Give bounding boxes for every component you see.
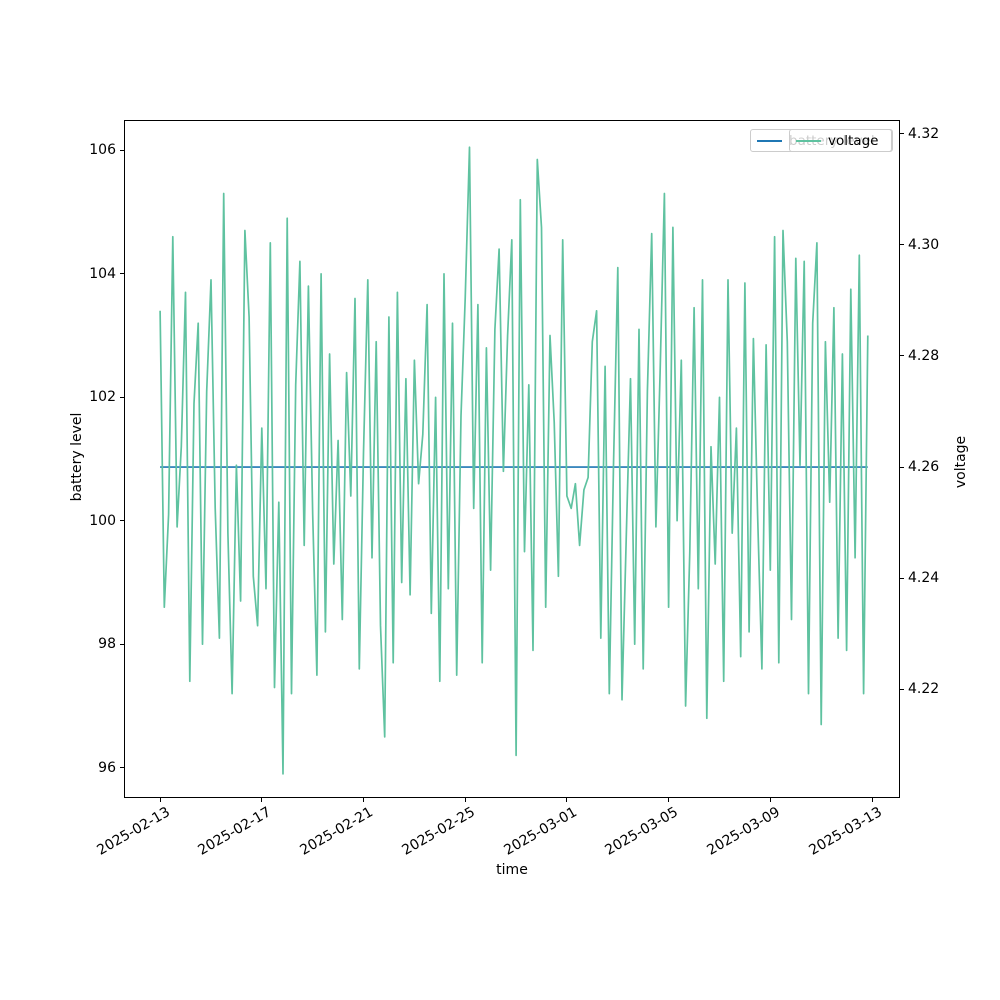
y-tick-label-right: 4.26 <box>908 459 940 476</box>
y-tick-left <box>120 767 124 769</box>
y-tick-left <box>120 643 124 645</box>
x-tick <box>261 798 263 802</box>
x-tick-label: 2025-03-05 <box>602 804 682 859</box>
y-tick-label-left: 102 <box>89 389 116 406</box>
y-tick-label-right: 4.24 <box>908 570 940 587</box>
y-tick-right <box>900 466 904 468</box>
legend-label-voltage: voltage <box>828 133 879 149</box>
y-tick-label-left: 98 <box>98 636 116 653</box>
y-tick-label-left: 106 <box>89 142 116 159</box>
x-tick <box>464 798 466 802</box>
x-tick <box>769 798 771 802</box>
x-tick-label: 2025-03-09 <box>704 804 783 859</box>
x-tick-label: 2025-03-13 <box>806 804 885 859</box>
x-tick <box>363 798 364 802</box>
battery-line-swatch <box>757 140 782 142</box>
x-tick <box>159 798 161 802</box>
y-tick-right <box>900 688 904 690</box>
x-axis-title: time <box>496 862 528 878</box>
y-axis-left-title: battery level <box>69 412 85 502</box>
y-tick-label-left: 104 <box>89 265 116 282</box>
x-tick-label: 2025-02-21 <box>297 804 377 859</box>
y-tick-label-left: 100 <box>89 512 116 529</box>
plot-area <box>124 120 900 798</box>
y-tick-right <box>900 244 904 246</box>
y-tick-right <box>900 133 904 135</box>
y-tick-label-right: 4.30 <box>908 236 940 253</box>
battery-level-line <box>159 146 869 775</box>
y-tick-right <box>900 577 904 579</box>
x-tick <box>566 798 568 802</box>
y-tick-label-right: 4.32 <box>908 125 940 142</box>
y-tick-label-right: 4.28 <box>908 347 940 364</box>
y-tick-left <box>120 396 124 398</box>
x-tick-label: 2025-02-17 <box>195 804 275 859</box>
y-tick-label-right: 4.22 <box>908 681 940 698</box>
y-tick-left <box>120 273 124 275</box>
y-tick-right <box>900 355 904 357</box>
x-tick-label: 2025-02-25 <box>399 804 478 859</box>
x-tick-label: 2025-03-01 <box>500 804 580 859</box>
legend-box-voltage: voltage <box>789 129 892 152</box>
y-tick-left <box>120 520 124 522</box>
plot-lines-canvas <box>159 146 869 775</box>
y-axis-right-title: voltage <box>953 435 969 489</box>
voltage-line-swatch <box>796 140 821 142</box>
y-tick-label-left: 96 <box>98 759 116 776</box>
x-tick <box>871 798 873 802</box>
y-tick-left <box>120 149 124 151</box>
x-tick-label: 2025-02-13 <box>94 804 173 859</box>
x-tick <box>668 798 670 802</box>
